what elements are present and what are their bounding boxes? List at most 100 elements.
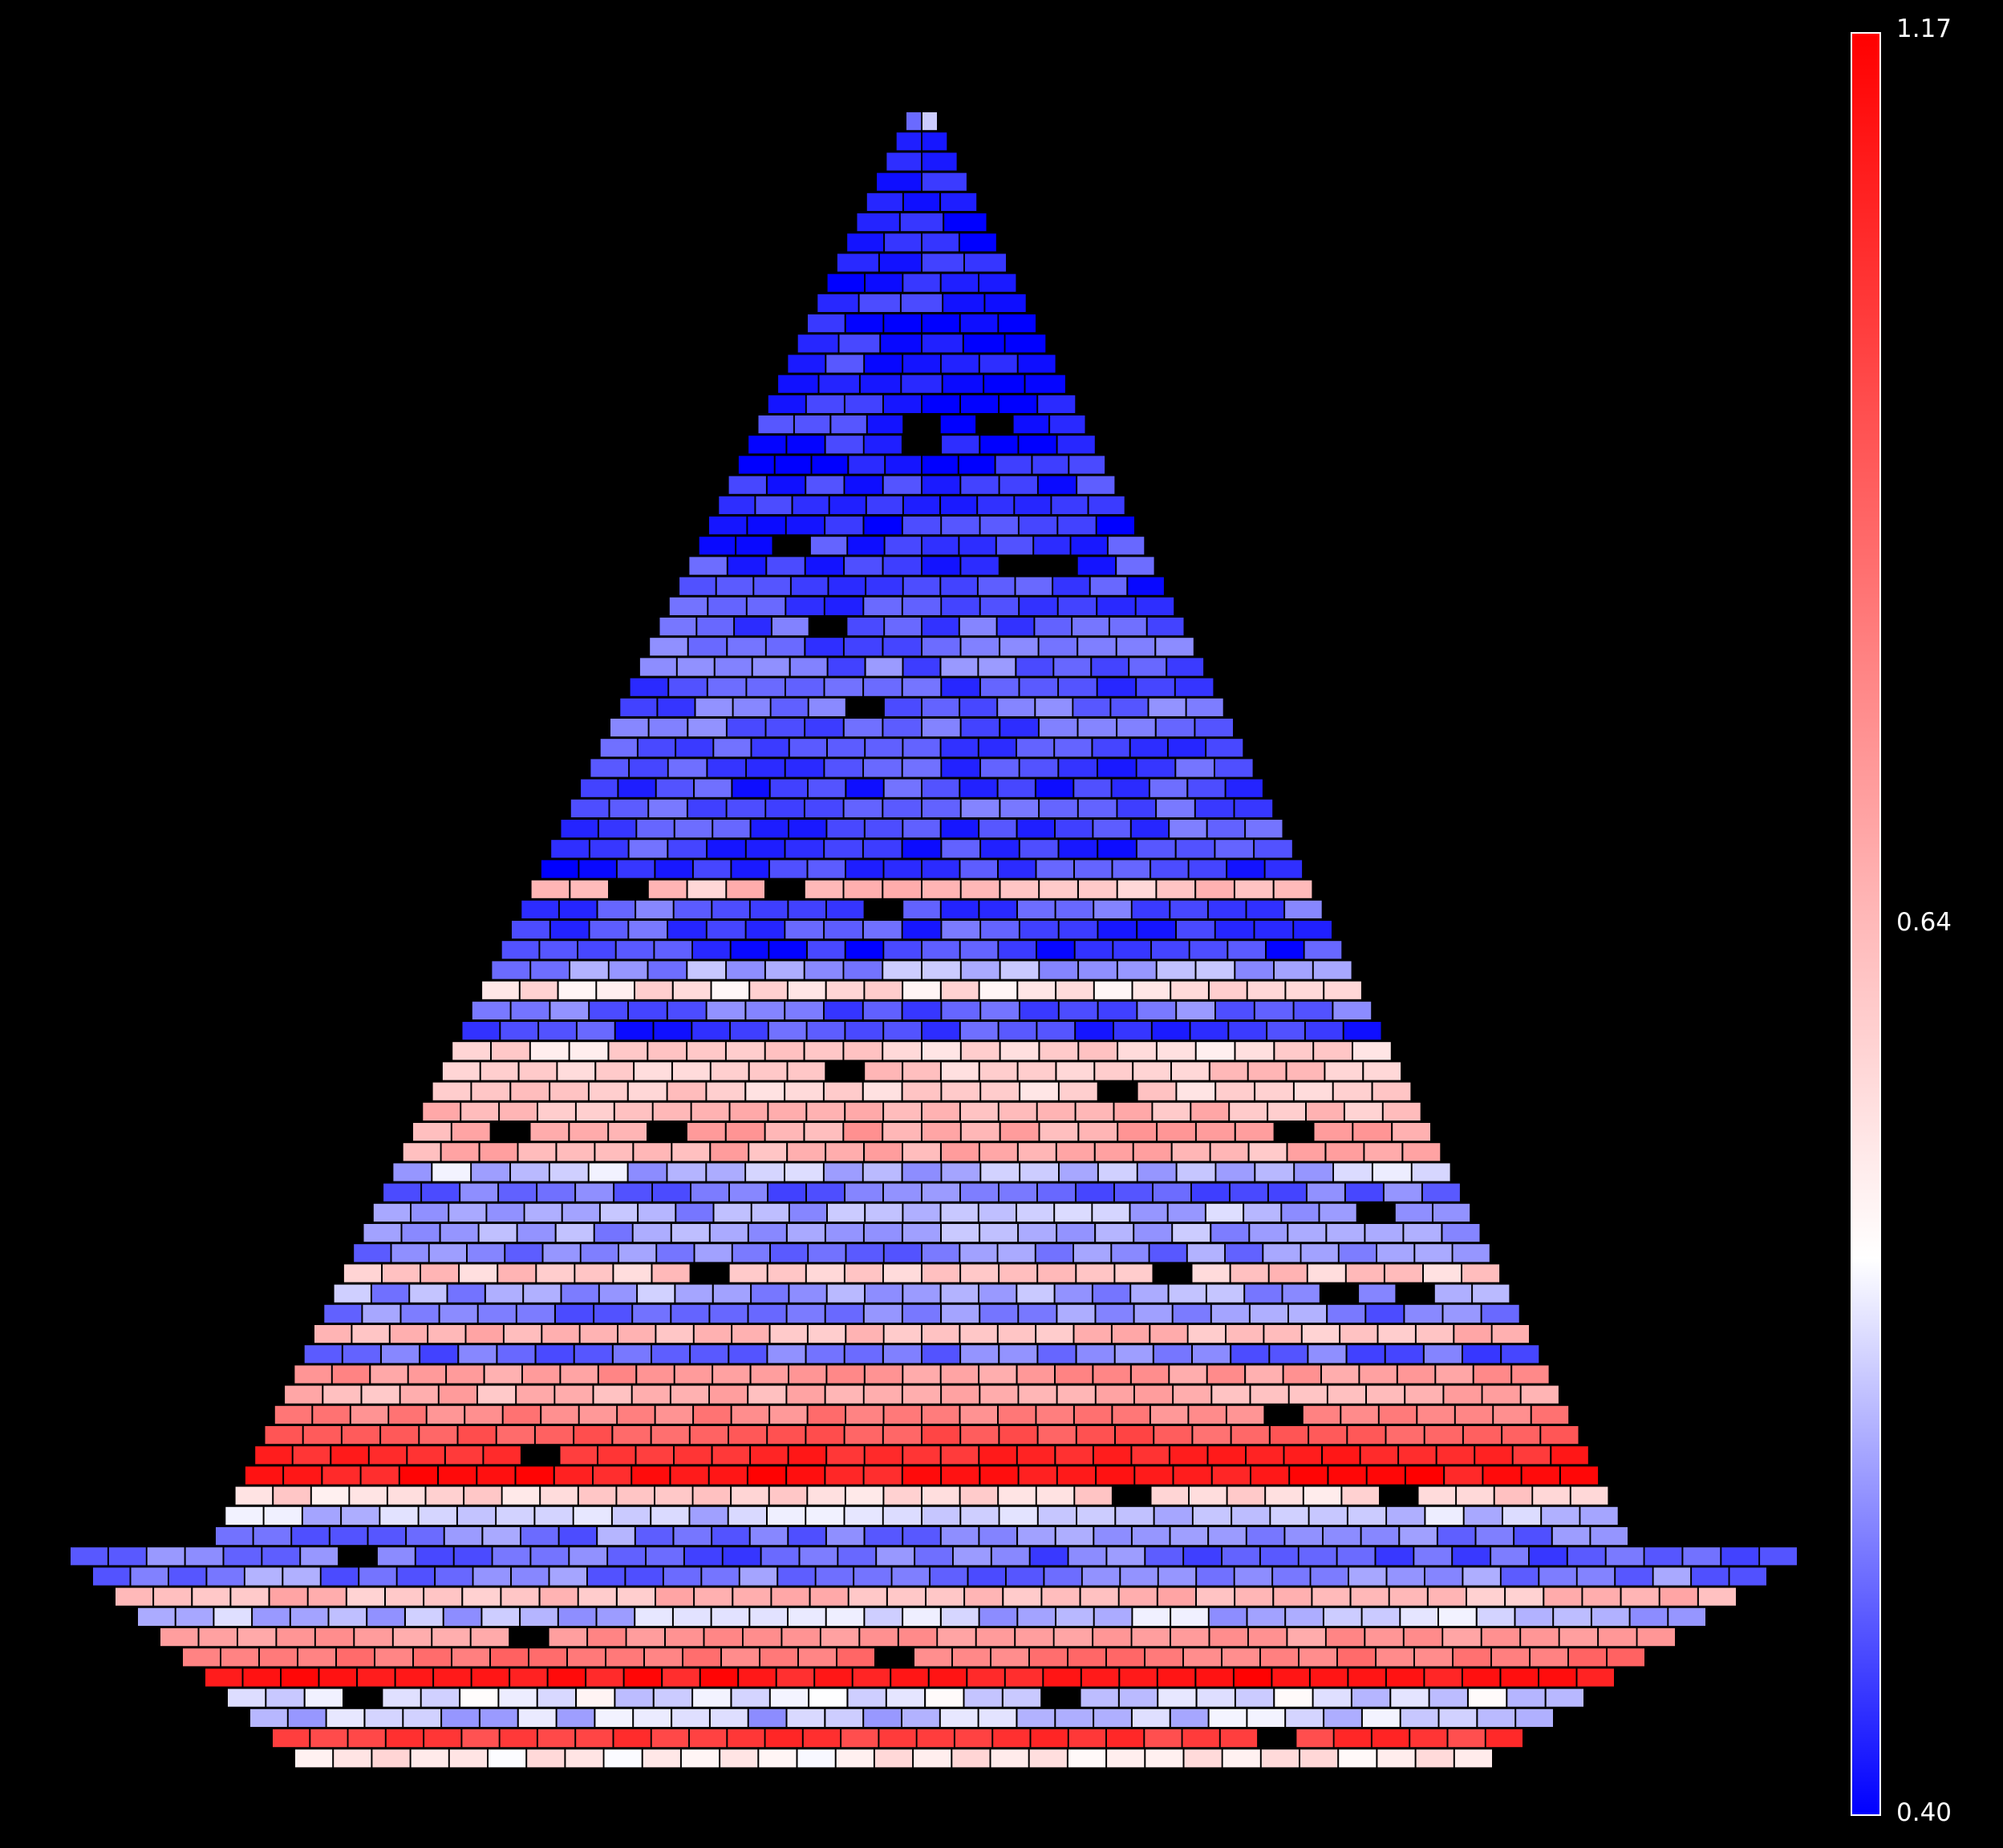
heatmap-cell <box>1247 900 1284 918</box>
heatmap-cell <box>1036 698 1072 716</box>
heatmap-cell <box>1397 1365 1435 1384</box>
heatmap-cell <box>598 1446 635 1465</box>
heatmap-cell <box>1560 1466 1599 1485</box>
heatmap-cell <box>1249 1143 1287 1161</box>
heatmap-cell <box>786 517 825 535</box>
heatmap-cell <box>765 1123 804 1141</box>
heatmap-cell <box>749 1062 787 1080</box>
heatmap-cell <box>885 618 921 636</box>
heatmap-cell <box>1308 1264 1345 1283</box>
heatmap-cell <box>979 1446 1016 1465</box>
heatmap-cell <box>1020 1082 1058 1100</box>
heatmap-cell <box>386 1587 424 1606</box>
heatmap-cell <box>1018 1527 1055 1546</box>
heatmap-cell <box>922 557 960 575</box>
heatmap-cell <box>497 1506 534 1525</box>
heatmap-cell <box>1000 799 1039 817</box>
heatmap-cell <box>1434 1284 1472 1303</box>
heatmap-cell <box>866 577 902 595</box>
heatmap-cell <box>729 1264 767 1283</box>
heatmap-cell <box>1137 921 1175 939</box>
heatmap-cell <box>808 1486 845 1505</box>
heatmap-cell <box>1137 1001 1176 1019</box>
heatmap-cell <box>1569 1648 1606 1667</box>
heatmap-cell <box>1364 1062 1401 1080</box>
heatmap-cell <box>736 537 772 555</box>
heatmap-cell <box>305 1688 343 1707</box>
heatmap-cell <box>1475 1446 1512 1465</box>
heatmap-cell <box>1093 1365 1130 1384</box>
heatmap-cell <box>727 719 765 737</box>
heatmap-cell <box>727 961 764 979</box>
heatmap-cell <box>955 1729 992 1748</box>
heatmap-cell <box>1059 840 1097 858</box>
heatmap-cell <box>363 1224 401 1242</box>
heatmap-cell <box>626 1567 663 1586</box>
heatmap-cell <box>1467 1587 1505 1606</box>
heatmap-cell <box>1387 1506 1425 1525</box>
heatmap-cell <box>655 1486 692 1505</box>
heatmap-cell <box>1115 1264 1153 1283</box>
heatmap-cell <box>390 1325 428 1343</box>
heatmap-cell <box>1074 779 1111 797</box>
heatmap-cell <box>941 981 979 999</box>
heatmap-cell <box>999 1022 1036 1040</box>
heatmap-cell <box>609 1123 647 1141</box>
heatmap-cell <box>1075 941 1113 959</box>
heatmap-cell <box>570 1123 608 1141</box>
heatmap-cell <box>719 496 755 514</box>
heatmap-cell <box>1342 1486 1379 1505</box>
heatmap-cell <box>1339 1749 1377 1768</box>
heatmap-cell <box>1230 1183 1267 1202</box>
heatmap-cell <box>463 1587 501 1606</box>
heatmap-cell <box>827 900 864 918</box>
heatmap-cell <box>1156 719 1194 737</box>
heatmap-cell <box>1287 1062 1324 1080</box>
heatmap-cell <box>266 1688 304 1707</box>
heatmap-cell <box>511 1163 549 1181</box>
heatmap-cell <box>1020 1001 1058 1019</box>
heatmap-cell <box>497 1426 534 1445</box>
heatmap-cell <box>959 233 996 252</box>
heatmap-cell <box>1352 1688 1390 1707</box>
heatmap-cell <box>332 1365 370 1384</box>
heatmap-cell <box>807 1183 844 1202</box>
heatmap-cell <box>1416 1749 1454 1768</box>
heatmap-cell <box>1463 1426 1502 1445</box>
heatmap-cell <box>1151 1486 1189 1505</box>
heatmap-cell <box>637 820 674 838</box>
heatmap-cell <box>436 1567 472 1586</box>
heatmap-cell <box>1443 1628 1481 1647</box>
heatmap-cell <box>1000 1123 1039 1141</box>
heatmap-cell <box>253 1527 291 1546</box>
heatmap-cell <box>922 1183 959 1202</box>
heatmap-cell <box>1134 1304 1172 1323</box>
heatmap-cell <box>922 941 959 959</box>
heatmap-cell <box>1216 1001 1254 1019</box>
heatmap-cell <box>1226 1244 1263 1262</box>
heatmap-cell <box>1184 1547 1221 1566</box>
heatmap-cell <box>1324 1607 1361 1626</box>
heatmap-cell <box>1190 1486 1227 1505</box>
heatmap-cell <box>1385 1345 1423 1364</box>
heatmap-cell <box>770 1688 809 1707</box>
heatmap-cell <box>1437 1527 1475 1546</box>
heatmap-cell <box>245 1567 282 1586</box>
heatmap-cell <box>401 1304 439 1323</box>
heatmap-cell <box>314 1325 351 1343</box>
heatmap-cell <box>1542 1506 1579 1525</box>
heatmap-cell <box>1334 1163 1372 1181</box>
heatmap-cell <box>663 1668 699 1687</box>
heatmap-cell <box>500 1729 537 1748</box>
heatmap-cell <box>1463 1345 1501 1364</box>
heatmap-cell <box>941 355 979 373</box>
heatmap-cell <box>1246 1365 1283 1384</box>
heatmap-cell <box>849 1587 886 1606</box>
heatmap-cell <box>806 1426 844 1445</box>
heatmap-cell <box>1216 1082 1254 1100</box>
heatmap-cell <box>1353 1123 1392 1141</box>
heatmap-cell <box>903 1062 940 1080</box>
heatmap-cell <box>961 1264 999 1283</box>
heatmap-cell <box>1580 1506 1618 1525</box>
heatmap-cell <box>1072 618 1109 636</box>
